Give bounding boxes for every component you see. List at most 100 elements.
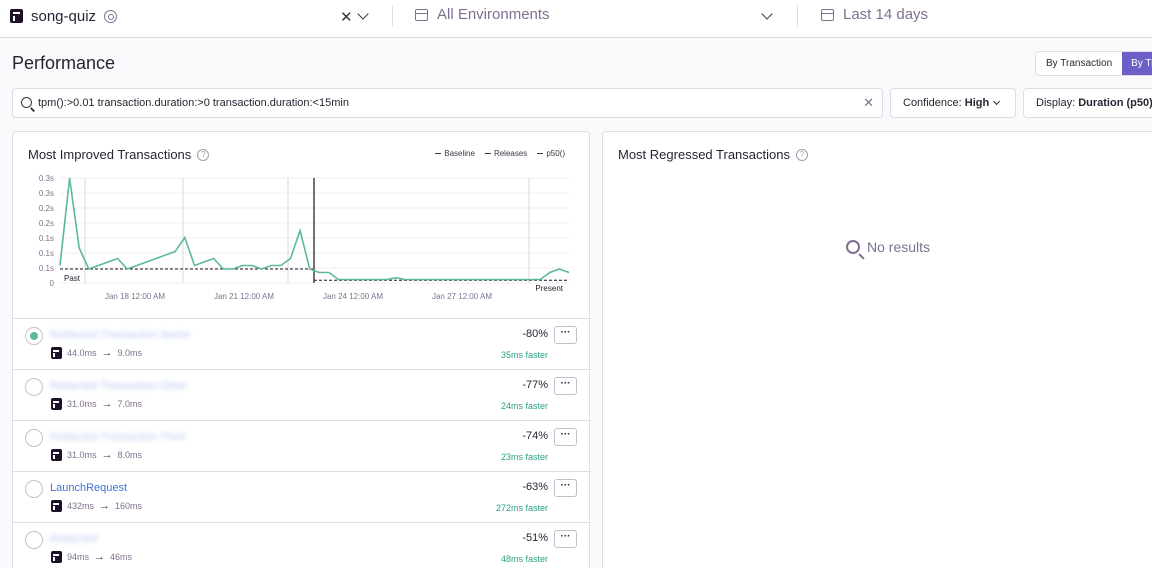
- trend-chart: 0 0.1s 0.1s 0.1s 0.2s 0.2s 0.3s 0.3s Jan 18 12:0…: [39, 174, 570, 301]
- percent-change: -80%: [522, 328, 548, 340]
- duration-after: 9.0ms: [117, 348, 143, 358]
- chevron-down-icon[interactable]: [761, 8, 773, 20]
- past-label: Past: [64, 274, 81, 283]
- delta-text: 24ms faster: [500, 401, 548, 411]
- percent-change: -74%: [522, 430, 548, 442]
- search-icon: [846, 240, 860, 254]
- legend-releases[interactable]: Releases: [484, 149, 527, 158]
- arrow-right-icon: →: [99, 500, 111, 512]
- duration-change: 31.0ms → 7.0ms: [51, 398, 142, 410]
- duration-before: 94ms: [67, 552, 90, 562]
- y-tick-label: 0.3s: [39, 189, 54, 198]
- arrow-right-icon: →: [101, 449, 113, 461]
- duration-change: 31.0ms → 8.0ms: [51, 449, 142, 461]
- transaction-name[interactable]: Redacted.Transaction.Other: [50, 380, 188, 392]
- transaction-name[interactable]: LaunchRequest: [50, 482, 128, 494]
- close-icon[interactable]: ✕: [863, 95, 874, 110]
- platform-icon: [51, 398, 62, 410]
- empty-text: No results: [867, 239, 931, 255]
- transaction-row[interactable]: LaunchRequest 432ms → 160ms -63% 272ms faster…: [13, 471, 591, 522]
- display-dropdown[interactable]: Display: Duration (p50): [1023, 88, 1152, 118]
- platform-icon: [51, 347, 62, 359]
- divider: [392, 5, 393, 27]
- panel-title: Most Regressed Transactions ?: [618, 147, 808, 162]
- confidence-label: Confidence:: [903, 97, 962, 109]
- gear-icon[interactable]: [104, 9, 118, 23]
- y-tick-label: 0.1s: [39, 249, 54, 258]
- project-selector[interactable]: song-quiz: [10, 6, 118, 26]
- top-bar: song-quiz ✕ All Environments Last 14 day…: [0, 0, 1152, 38]
- transaction-name[interactable]: Redacted.Transaction.Third: [50, 431, 186, 443]
- transaction-row[interactable]: Redacted 94ms → 46ms -51% 48ms faster ···: [13, 522, 591, 568]
- delta-text: 272ms faster: [495, 503, 548, 513]
- row-radio[interactable]: [25, 429, 43, 447]
- y-tick-label: 0.3s: [39, 174, 54, 183]
- most-improved-panel: Most Improved Transactions ? Baseline Re…: [12, 131, 591, 568]
- y-tick-label: 0.2s: [39, 219, 54, 228]
- more-options-button[interactable]: ···: [554, 479, 577, 497]
- series-line-p50: [59, 177, 570, 281]
- by-trend-button[interactable]: By Trend: [1122, 52, 1152, 75]
- duration-before: 44.0ms: [67, 348, 97, 358]
- row-radio[interactable]: [25, 480, 43, 498]
- by-transaction-button[interactable]: By Transaction: [1036, 52, 1123, 75]
- transaction-row[interactable]: Redacted.Transaction.Third 31.0ms → 8.0ms -7…: [13, 420, 591, 471]
- x-tick-label: Jan 24 12:00 AM: [323, 292, 383, 301]
- y-tick-label: 0.1s: [39, 234, 54, 243]
- duration-after: 8.0ms: [117, 450, 143, 460]
- row-radio[interactable]: [25, 378, 43, 396]
- calendar-icon: [821, 8, 834, 21]
- transaction-name[interactable]: Redacted.Transaction.Name: [50, 329, 190, 341]
- environment-icon: [415, 8, 428, 21]
- y-tick-label: 0: [50, 279, 55, 288]
- more-options-button[interactable]: ···: [554, 530, 577, 548]
- transaction-row[interactable]: Redacted.Transaction.Other 31.0ms → 7.0ms -7…: [13, 369, 591, 420]
- transaction-name[interactable]: Redacted: [50, 533, 98, 545]
- panel-title: Most Improved Transactions ?: [28, 147, 210, 162]
- more-options-button[interactable]: ···: [554, 326, 577, 344]
- display-value: Duration (p50): [1078, 97, 1152, 109]
- duration-before: 31.0ms: [67, 399, 97, 409]
- percent-change: -51%: [522, 532, 548, 544]
- delta-text: 23ms faster: [500, 452, 548, 462]
- y-tick-label: 0.1s: [39, 264, 54, 273]
- delta-text: 48ms faster: [500, 554, 548, 564]
- view-toggle: By Transaction By Trend: [1035, 51, 1152, 76]
- duration-after: 46ms: [110, 552, 133, 562]
- y-tick-label: 0.2s: [39, 204, 54, 213]
- platform-icon: [10, 9, 23, 23]
- more-options-button[interactable]: ···: [554, 428, 577, 446]
- platform-icon: [51, 500, 62, 512]
- transaction-row[interactable]: Redacted.Transaction.Name 44.0ms → 9.0ms -80…: [13, 318, 591, 369]
- row-radio[interactable]: [25, 327, 43, 345]
- page-title: Performance: [12, 53, 116, 73]
- chart-legend: Baseline Releases p50(): [435, 149, 565, 158]
- help-icon[interactable]: ?: [795, 148, 808, 161]
- search-input[interactable]: tpm():>0.01 transaction.duration:>0 tran…: [38, 97, 349, 109]
- chevron-down-icon: [993, 97, 1001, 106]
- confidence-dropdown[interactable]: Confidence: High: [890, 88, 1016, 118]
- delta-text: 35ms faster: [500, 350, 548, 360]
- percent-change: -63%: [522, 481, 548, 493]
- close-icon[interactable]: ✕: [340, 9, 353, 26]
- platform-icon: [51, 551, 62, 563]
- chevron-down-icon[interactable]: [357, 8, 369, 20]
- search-bar[interactable]: tpm():>0.01 transaction.duration:>0 tran…: [12, 88, 883, 118]
- divider: [797, 5, 798, 27]
- row-radio[interactable]: [25, 531, 43, 549]
- present-label: Present: [535, 284, 563, 293]
- empty-state: No results: [846, 239, 930, 255]
- more-options-button[interactable]: ···: [554, 377, 577, 395]
- percent-change: -77%: [522, 379, 548, 391]
- date-range-label: Last 14 days: [843, 6, 929, 23]
- legend-baseline[interactable]: Baseline: [435, 149, 475, 158]
- x-tick-label: Jan 18 12:00 AM: [105, 292, 165, 301]
- date-selector[interactable]: Last 14 days: [821, 6, 928, 23]
- duration-change: 432ms → 160ms: [51, 500, 142, 512]
- environment-selector[interactable]: All Environments: [415, 6, 550, 23]
- platform-icon: [51, 449, 62, 461]
- help-icon[interactable]: ?: [197, 148, 210, 161]
- legend-p50[interactable]: p50(): [537, 149, 565, 158]
- environment-label: All Environments: [437, 6, 550, 23]
- duration-before: 31.0ms: [67, 450, 97, 460]
